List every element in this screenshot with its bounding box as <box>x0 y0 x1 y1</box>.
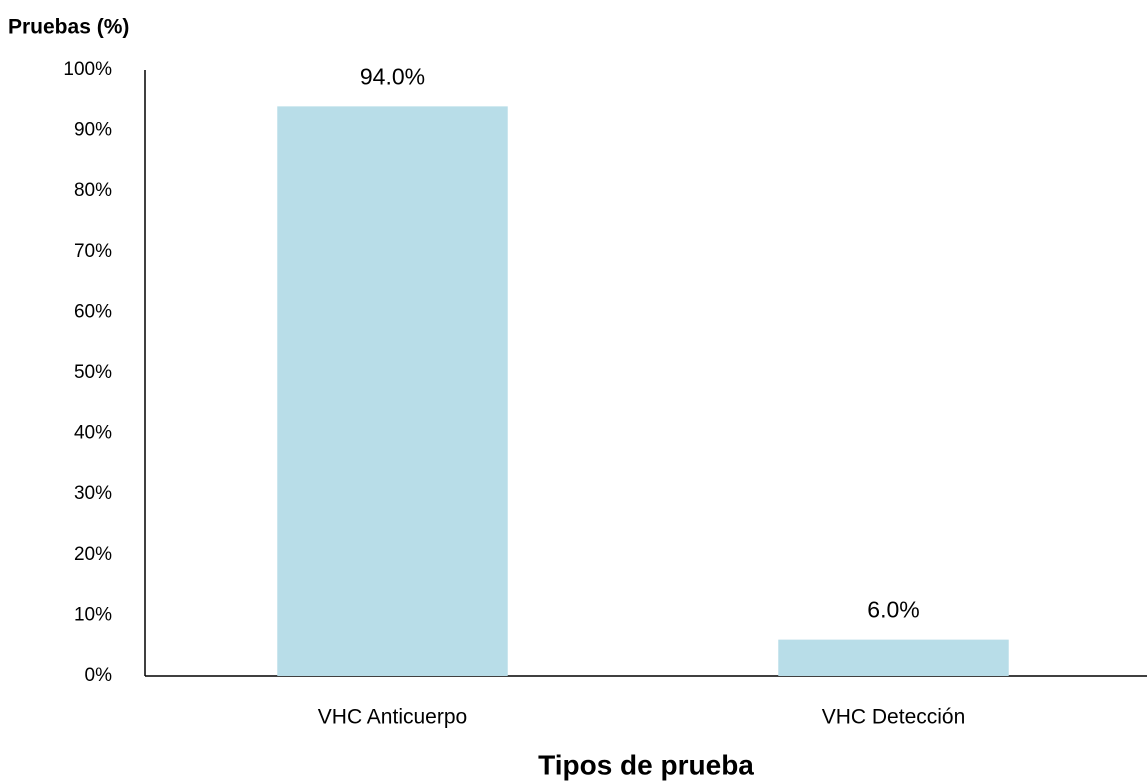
x-tick-label: VHC Detección <box>822 706 966 729</box>
y-tick-label: 100% <box>63 59 112 80</box>
y-tick-label: 30% <box>74 483 112 504</box>
bar <box>778 639 1009 676</box>
value-label: 6.0% <box>867 597 919 623</box>
y-tick-label: 80% <box>74 180 112 201</box>
y-tick-label: 50% <box>74 362 112 383</box>
y-tick-label: 70% <box>74 241 112 262</box>
x-axis-title: Tipos de prueba <box>538 749 754 780</box>
y-tick-label: 90% <box>74 120 112 141</box>
y-tick-label: 60% <box>74 301 112 322</box>
x-tick-label: VHC Anticuerpo <box>318 706 467 729</box>
y-tick-label: 20% <box>74 544 112 565</box>
y-axis-title: Pruebas (%) <box>8 16 129 39</box>
y-tick-label: 0% <box>85 665 113 686</box>
y-tick-label: 10% <box>74 604 112 625</box>
y-tick-label: 40% <box>74 423 112 444</box>
bar <box>277 106 508 677</box>
value-label: 94.0% <box>360 63 425 89</box>
